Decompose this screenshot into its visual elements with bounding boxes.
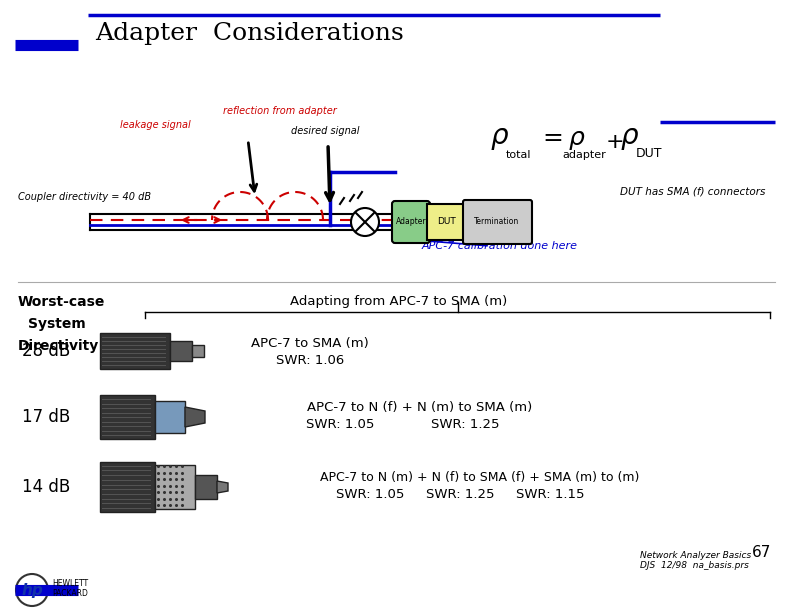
Text: Termination: Termination <box>474 217 520 226</box>
FancyBboxPatch shape <box>155 401 185 433</box>
Text: Adapter  Considerations: Adapter Considerations <box>95 22 404 45</box>
Text: PACKARD: PACKARD <box>52 589 88 599</box>
Text: Coupler directivity = 40 dB: Coupler directivity = 40 dB <box>18 192 151 202</box>
FancyBboxPatch shape <box>192 345 204 357</box>
Text: Network Analyzer Basics
DJS  12/98  na_basis.prs: Network Analyzer Basics DJS 12/98 na_bas… <box>640 551 752 570</box>
Text: $\rho$: $\rho$ <box>490 124 509 152</box>
Text: total: total <box>506 150 531 160</box>
Text: SWR: 1.06: SWR: 1.06 <box>276 354 345 367</box>
Text: DUT has SMA (f) connectors: DUT has SMA (f) connectors <box>620 187 765 197</box>
Text: adapter: adapter <box>562 150 606 160</box>
Text: $=\rho$: $=\rho$ <box>538 128 586 152</box>
FancyBboxPatch shape <box>100 395 155 439</box>
Text: SWR: 1.05: SWR: 1.05 <box>336 488 404 501</box>
Circle shape <box>351 208 379 236</box>
Text: 14 dB: 14 dB <box>22 478 70 496</box>
FancyBboxPatch shape <box>463 200 532 244</box>
FancyBboxPatch shape <box>100 462 155 512</box>
Text: APC-7 to N (m) + N (f) to SMA (f) + SMA (m) to (m): APC-7 to N (m) + N (f) to SMA (f) + SMA … <box>320 471 640 483</box>
Text: 28 dB: 28 dB <box>22 342 70 360</box>
FancyBboxPatch shape <box>392 201 430 243</box>
Text: Adapting from APC-7 to SMA (m): Adapting from APC-7 to SMA (m) <box>290 295 507 308</box>
FancyBboxPatch shape <box>170 341 192 361</box>
FancyBboxPatch shape <box>195 475 217 499</box>
Circle shape <box>16 574 48 606</box>
Text: SWR: 1.15: SWR: 1.15 <box>516 488 584 501</box>
Polygon shape <box>185 407 205 427</box>
Text: $+$: $+$ <box>605 132 623 152</box>
FancyBboxPatch shape <box>427 204 465 240</box>
Text: 17 dB: 17 dB <box>22 408 70 426</box>
Text: reflection from adapter: reflection from adapter <box>223 106 337 116</box>
Text: APC-7 to SMA (m): APC-7 to SMA (m) <box>251 337 369 349</box>
Text: Worst-case: Worst-case <box>18 295 105 309</box>
Text: Directivity: Directivity <box>18 339 99 353</box>
Text: 67: 67 <box>752 545 771 560</box>
FancyBboxPatch shape <box>100 333 170 369</box>
Text: APC-7 calibration done here: APC-7 calibration done here <box>422 241 578 251</box>
Text: APC-7 to N (f) + N (m) to SMA (m): APC-7 to N (f) + N (m) to SMA (m) <box>307 400 533 414</box>
Text: hp: hp <box>21 583 43 597</box>
Text: System: System <box>28 317 86 331</box>
Text: SWR: 1.05: SWR: 1.05 <box>306 419 374 431</box>
Text: DUT: DUT <box>636 147 662 160</box>
FancyBboxPatch shape <box>155 465 195 509</box>
Text: SWR: 1.25: SWR: 1.25 <box>431 419 499 431</box>
Text: $\rho$: $\rho$ <box>620 124 639 152</box>
Text: HEWLETT: HEWLETT <box>52 580 88 589</box>
Text: SWR: 1.25: SWR: 1.25 <box>426 488 494 501</box>
Text: leakage signal: leakage signal <box>120 120 190 130</box>
Polygon shape <box>217 481 228 493</box>
Text: Adapter: Adapter <box>396 217 426 226</box>
Text: desired signal: desired signal <box>291 126 360 136</box>
Text: DUT: DUT <box>436 217 455 226</box>
